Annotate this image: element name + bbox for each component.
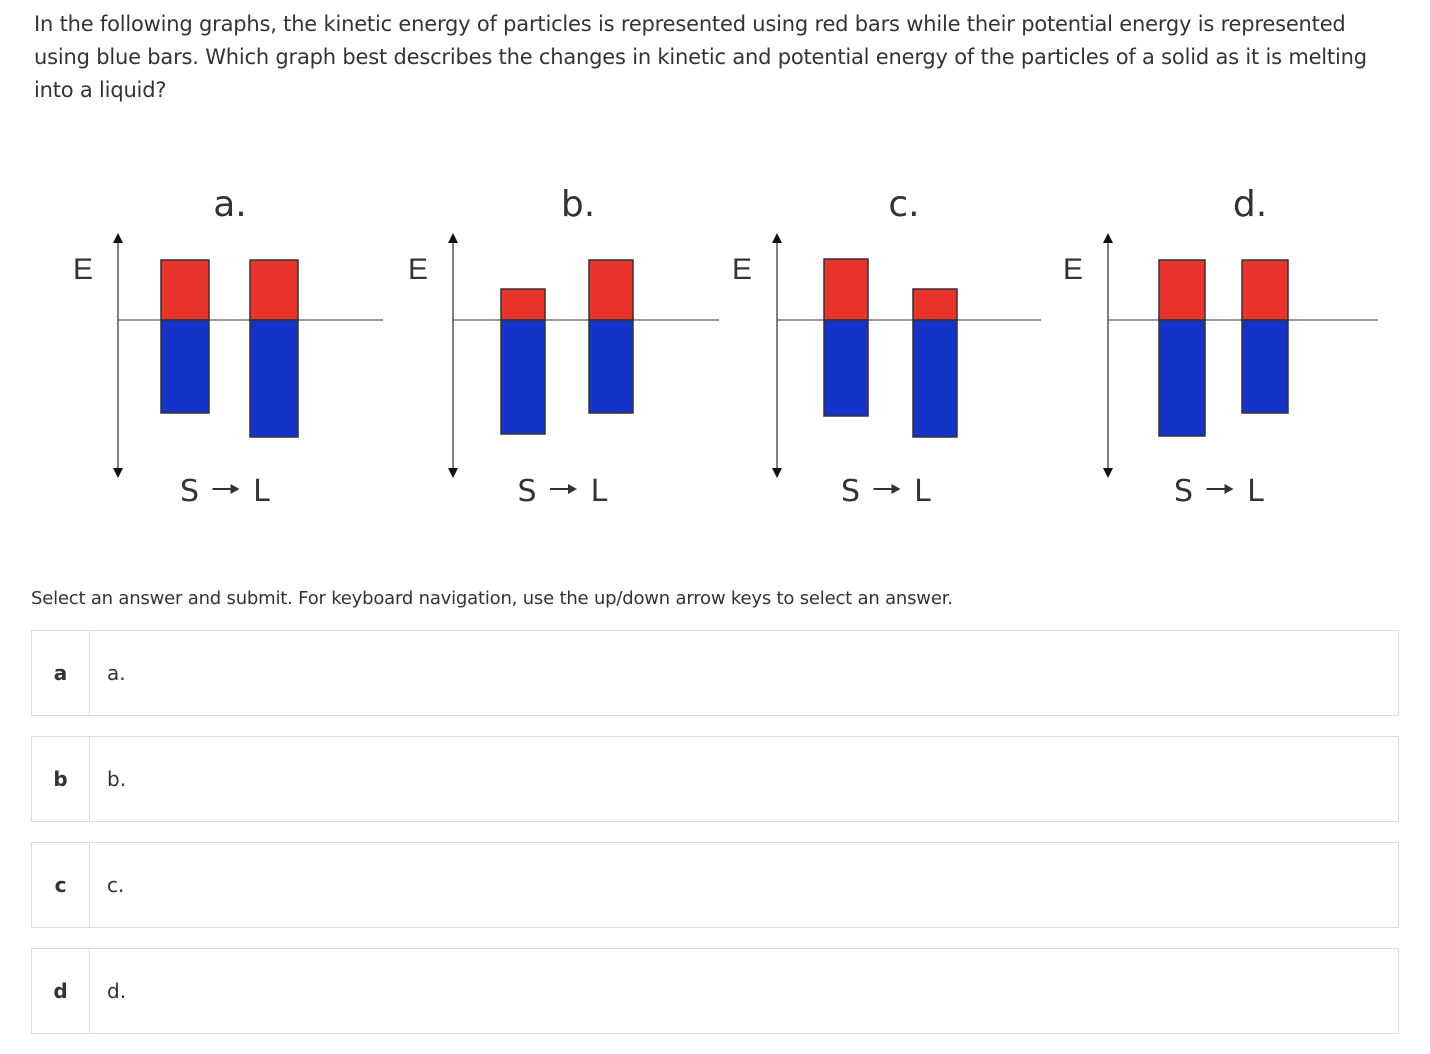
graph-title: d. — [1233, 184, 1267, 225]
choice-c[interactable]: c c. — [31, 842, 1399, 928]
axis-label-e: E — [408, 253, 428, 286]
choice-b[interactable]: b b. — [31, 736, 1399, 822]
solid-label: S — [517, 474, 536, 509]
choice-label: a. — [107, 661, 126, 685]
solid-kinetic-bar — [500, 288, 546, 321]
solid-label: S — [1174, 474, 1193, 509]
choice-label: b. — [107, 767, 127, 791]
choice-a[interactable]: a a. — [31, 630, 1399, 716]
liquid-label: L — [914, 474, 931, 509]
axis-label-e: E — [1063, 253, 1083, 286]
down-arrowhead-icon — [1103, 468, 1113, 478]
choice-label: d. — [107, 979, 127, 1003]
choice-key: b — [32, 737, 90, 821]
graph-title: b. — [561, 184, 595, 225]
axis-label-e: E — [73, 253, 93, 286]
up-arrowhead-icon — [772, 233, 782, 243]
up-arrowhead-icon — [113, 233, 123, 243]
up-arrowhead-icon — [1103, 233, 1113, 243]
choice-key: d — [32, 949, 90, 1033]
down-arrowhead-icon — [448, 468, 458, 478]
graph-title: a. — [213, 184, 247, 225]
liquid-kinetic-bar — [588, 259, 634, 321]
choice-label: c. — [107, 873, 125, 897]
answer-choices: a a. b b. c c. d d. — [31, 630, 1399, 1054]
axis-label-e: E — [732, 253, 752, 286]
solid-kinetic-bar — [1158, 259, 1206, 321]
solid-kinetic-bar — [160, 259, 210, 321]
liquid-label: L — [1247, 474, 1264, 509]
solid-potential-bar — [1158, 319, 1206, 437]
solid-potential-bar — [500, 319, 546, 435]
instruction-text: Select an answer and submit. For keyboar… — [31, 588, 953, 609]
liquid-label: L — [253, 474, 270, 509]
solid-label: S — [180, 474, 199, 509]
liquid-kinetic-bar — [912, 288, 958, 321]
transition-arrow-icon — [891, 484, 901, 494]
energy-graphs-figure: Ea. S L Eb. S L Ec. S L Ed. S L — [73, 184, 1378, 509]
solid-label: S — [841, 474, 860, 509]
solid-kinetic-bar — [823, 258, 869, 321]
liquid-potential-bar — [588, 319, 634, 414]
graph-title: c. — [888, 184, 919, 225]
liquid-potential-bar — [249, 319, 299, 438]
choice-key: c — [32, 843, 90, 927]
choice-d[interactable]: d d. — [31, 948, 1399, 1034]
liquid-potential-bar — [1241, 319, 1289, 414]
down-arrowhead-icon — [772, 468, 782, 478]
question-text: In the following graphs, the kinetic ene… — [34, 12, 1367, 102]
liquid-kinetic-bar — [249, 259, 299, 321]
liquid-kinetic-bar — [1241, 259, 1289, 321]
up-arrowhead-icon — [448, 233, 458, 243]
choice-key: a — [32, 631, 90, 715]
liquid-potential-bar — [912, 319, 958, 438]
solid-potential-bar — [823, 319, 869, 417]
transition-arrow-icon — [230, 484, 240, 494]
transition-arrow-icon — [1224, 484, 1234, 494]
solid-potential-bar — [160, 319, 210, 414]
liquid-label: L — [591, 474, 608, 509]
transition-arrow-icon — [568, 484, 577, 494]
down-arrowhead-icon — [113, 468, 123, 478]
